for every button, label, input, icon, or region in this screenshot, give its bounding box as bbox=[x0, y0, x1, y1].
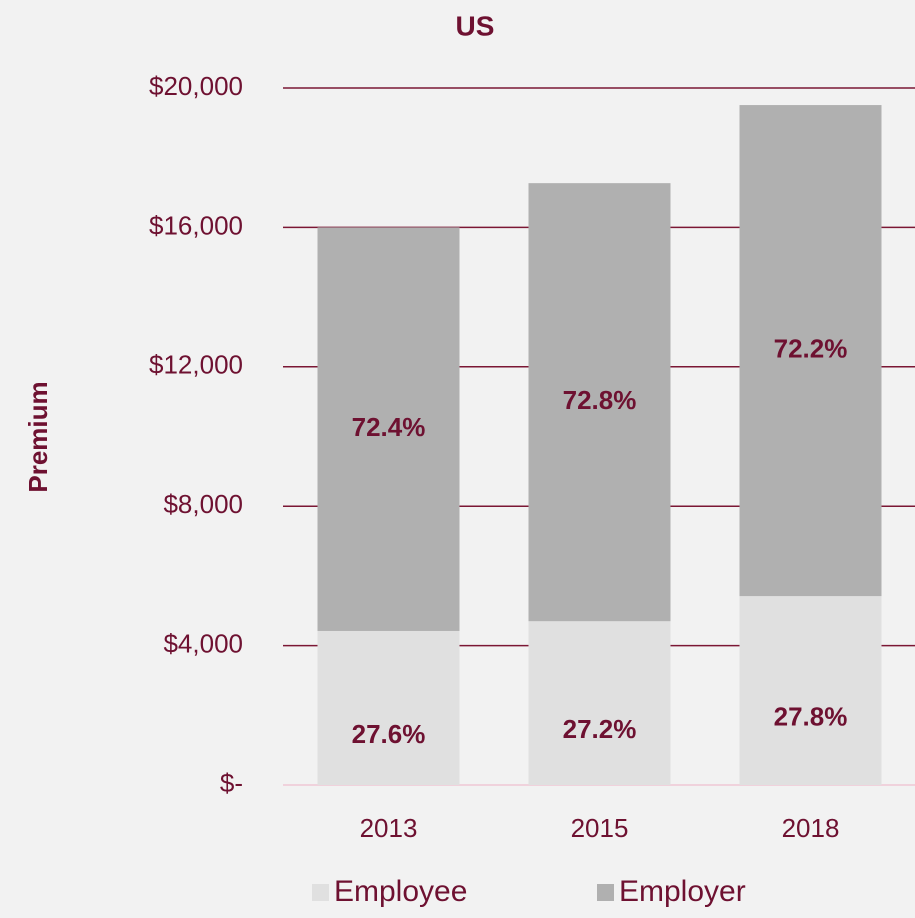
x-tick-label: 2015 bbox=[571, 813, 629, 843]
y-tick-label: $16,000 bbox=[149, 210, 243, 240]
bar-segment bbox=[317, 227, 460, 631]
bar-segment bbox=[739, 105, 882, 597]
data-label: 27.8% bbox=[774, 701, 848, 731]
data-label: 72.2% bbox=[774, 333, 848, 363]
chart-title: US bbox=[456, 10, 495, 41]
data-label: 72.4% bbox=[352, 412, 426, 442]
legend-label: Employer bbox=[619, 875, 746, 908]
y-tick-label: $20,000 bbox=[149, 71, 243, 101]
data-label: 27.2% bbox=[563, 714, 637, 744]
bar-segment bbox=[739, 596, 882, 785]
y-tick-label: $12,000 bbox=[149, 350, 243, 380]
bar-segment bbox=[317, 630, 460, 785]
y-tick-label: $- bbox=[220, 768, 243, 798]
data-label: 27.6% bbox=[352, 719, 426, 749]
y-tick-label: $4,000 bbox=[163, 628, 243, 658]
legend-swatch bbox=[597, 884, 614, 901]
y-axis-label: Premium bbox=[23, 381, 53, 492]
bar-segment bbox=[528, 621, 671, 785]
bar-segment bbox=[528, 183, 671, 622]
data-label: 72.8% bbox=[563, 385, 637, 415]
legend-swatch bbox=[312, 884, 329, 901]
x-tick-label: 2018 bbox=[782, 813, 840, 843]
y-tick-label: $8,000 bbox=[163, 489, 243, 519]
legend-label: Employee bbox=[334, 875, 467, 908]
x-tick-label: 2013 bbox=[360, 813, 418, 843]
